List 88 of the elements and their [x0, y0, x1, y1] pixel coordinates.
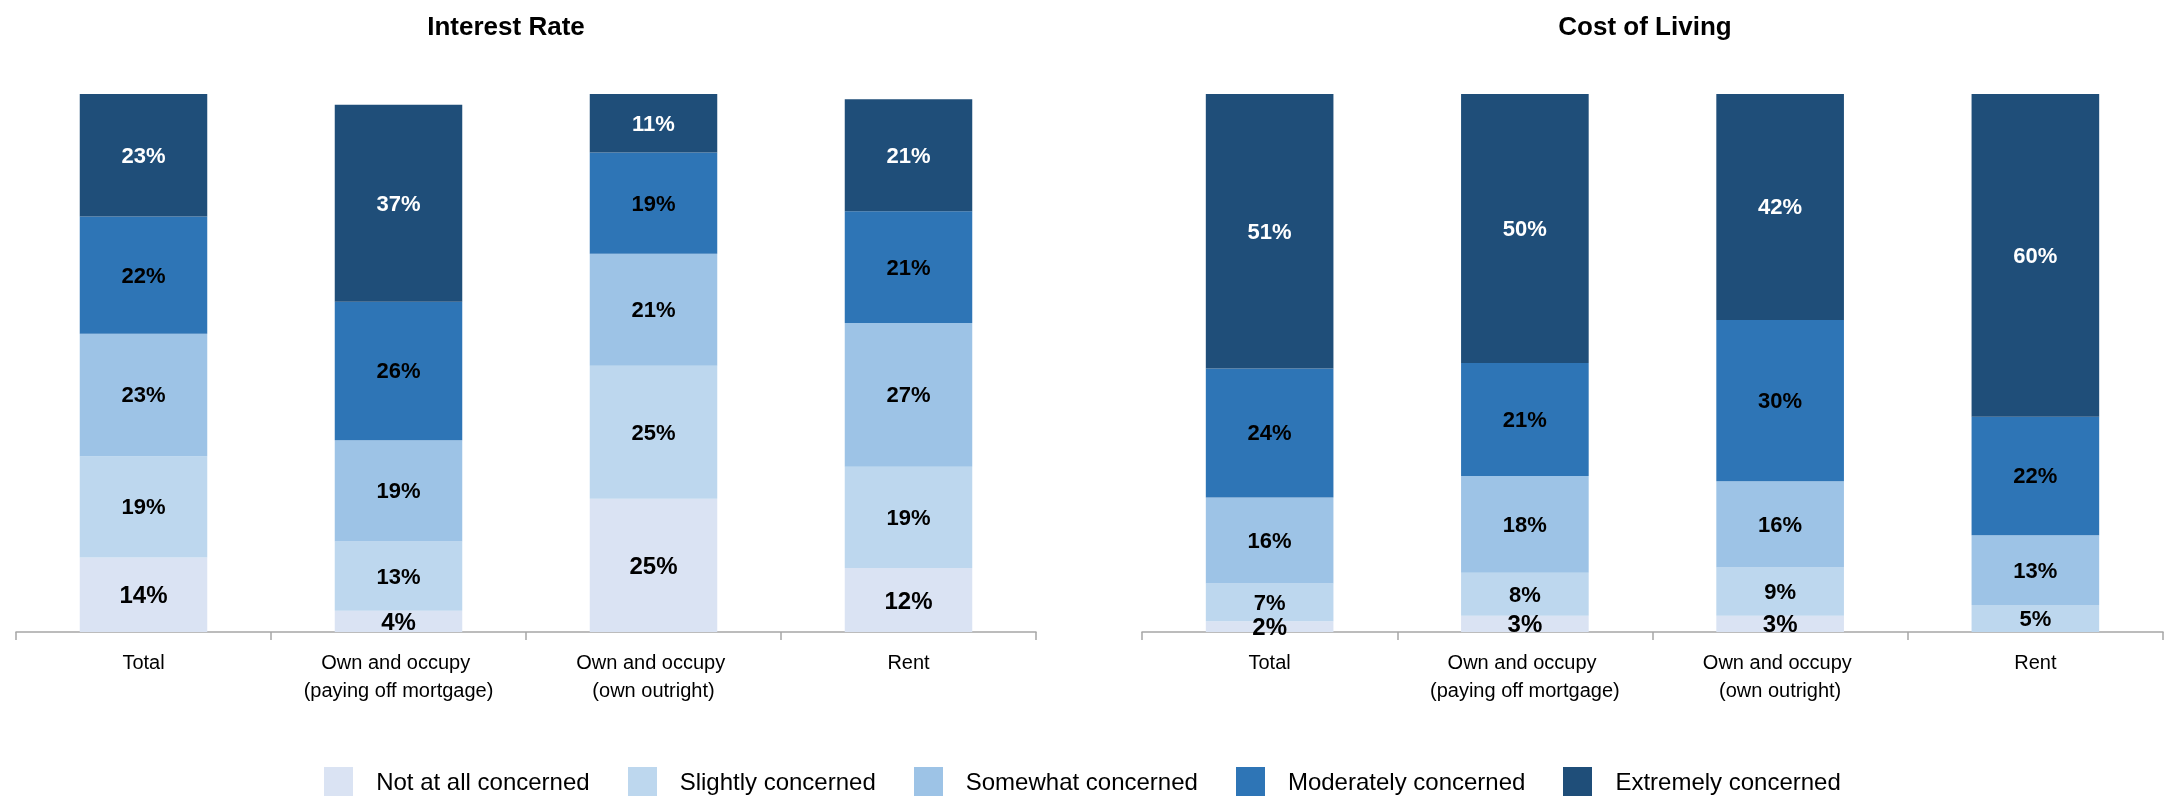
bar [589, 253, 718, 366]
bar [1461, 475, 1589, 573]
data-label: 11% [632, 110, 675, 136]
bar [1205, 94, 1334, 369]
data-label: 13% [2013, 557, 2058, 583]
data-label: 21% [1502, 406, 1547, 432]
data-label: 2% [1252, 613, 1287, 641]
data-label: 60% [2013, 242, 2058, 268]
data-label: 19% [886, 504, 931, 530]
bar [589, 498, 718, 632]
data-label: 19% [631, 190, 676, 216]
bar [844, 568, 973, 632]
data-label: 30% [1758, 388, 1803, 414]
x-tick-label: Own and occupy (paying off mortgage) [303, 651, 494, 701]
bar [79, 333, 208, 457]
bar [844, 466, 973, 569]
chart-title: Cost of Living [1558, 11, 1732, 41]
bar [1716, 319, 1844, 482]
bar [1716, 481, 1844, 568]
chart-title: Interest Rate [427, 11, 585, 41]
bar [844, 99, 973, 212]
data-label: 37% [376, 190, 421, 216]
bar [1971, 535, 2100, 606]
data-label: 50% [1502, 216, 1547, 241]
bar [1461, 572, 1589, 616]
data-label: 22% [121, 262, 166, 288]
data-label: 13% [376, 563, 421, 589]
data-label: 4% [381, 607, 416, 635]
data-label: 26% [376, 358, 421, 384]
data-label: 42% [1758, 194, 1803, 220]
x-tick-label: Rent [887, 651, 931, 673]
data-label: 21% [631, 297, 676, 323]
bar [79, 94, 208, 217]
data-label: 21% [886, 142, 931, 168]
legend-label: Extremely concerned [1615, 767, 1841, 796]
bar [1205, 368, 1334, 498]
bar [1461, 363, 1589, 476]
bar [589, 365, 718, 499]
data-label: 16% [1758, 511, 1803, 537]
bar [79, 216, 208, 334]
bar [334, 104, 463, 302]
data-label: 19% [121, 494, 166, 520]
data-label: 24% [1247, 420, 1292, 446]
legend-label: Not at all concerned [376, 767, 590, 796]
data-label: 19% [376, 478, 421, 504]
data-label: 8% [1508, 581, 1541, 607]
data-label: 3% [1507, 610, 1543, 638]
x-tick-label: Total [1248, 651, 1291, 673]
bar [589, 94, 718, 153]
data-label: 51% [1247, 218, 1292, 244]
bar [79, 557, 208, 632]
bar [844, 323, 973, 467]
bar [1971, 416, 2100, 536]
bar [1461, 94, 1589, 363]
bar [334, 541, 463, 611]
bar [1205, 497, 1334, 584]
data-label: 23% [121, 382, 166, 408]
data-label: 23% [121, 142, 166, 168]
data-label: 5% [2019, 606, 2052, 632]
data-label: 18% [1502, 511, 1547, 537]
x-tick-label: Own and occupy (own outright) [576, 651, 731, 701]
x-tick-label: Own and occupy (own outright) [1702, 651, 1858, 701]
bar [1716, 94, 1844, 320]
bar [1716, 567, 1844, 616]
data-label: 22% [2013, 463, 2058, 489]
bar [334, 440, 463, 542]
data-label: 14% [119, 581, 168, 609]
x-tick-label: Own and occupy (paying off mortgage) [1430, 651, 1620, 701]
bar [844, 211, 973, 324]
bar [1971, 605, 2100, 632]
data-label: 9% [1764, 579, 1797, 605]
data-label: 16% [1247, 528, 1292, 554]
bar [79, 456, 208, 558]
data-label: 27% [886, 382, 931, 408]
x-tick-label: Total [122, 651, 165, 673]
bar [334, 301, 463, 441]
legend-label: Slightly concerned [679, 767, 876, 796]
data-label: 25% [631, 419, 676, 445]
data-label: 25% [629, 551, 678, 579]
legend-label: Moderately concerned [1287, 767, 1526, 796]
bar [589, 152, 718, 254]
data-label: 3% [1762, 610, 1798, 638]
legend-label: Somewhat concerned [965, 767, 1198, 796]
data-label: 7% [1253, 589, 1286, 615]
bar [1971, 94, 2100, 417]
data-label: 12% [884, 586, 933, 614]
x-tick-label: Rent [2014, 651, 2057, 673]
data-label: 21% [886, 254, 931, 280]
